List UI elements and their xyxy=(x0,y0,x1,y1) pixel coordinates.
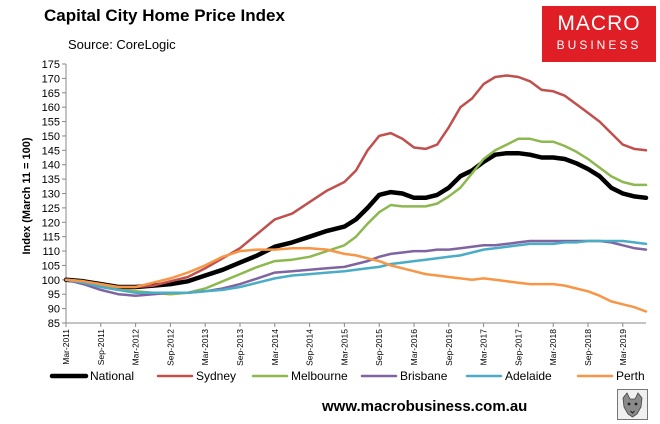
y-tick-label: 160 xyxy=(42,102,60,114)
y-tick-label: 100 xyxy=(42,275,60,287)
y-tick-label: 145 xyxy=(42,145,60,157)
legend-label-melbourne: Melbourne xyxy=(291,369,348,383)
logo-line-1: MACRO xyxy=(557,12,641,35)
chart-axes: 85 90 95 100 105 110 115 120 125 130 135 140 145 150 1… xyxy=(42,59,646,366)
y-axis-label: Index (March 11 = 100) xyxy=(21,137,33,254)
series-line-sydney xyxy=(64,74,648,289)
x-tick-label: Mar-2016 xyxy=(409,329,419,366)
y-tick-label: 170 xyxy=(42,73,60,85)
y-tick-label: 135 xyxy=(42,174,60,186)
x-tick-label: Sep-2014 xyxy=(305,329,315,366)
macro-business-logo[interactable]: MACRO BUSINESS xyxy=(542,6,656,62)
y-tick-label: 165 xyxy=(42,88,60,100)
x-tick-label: Sep-2017 xyxy=(513,329,523,366)
chart-series xyxy=(63,74,649,313)
y-tick-label: 110 xyxy=(42,246,60,258)
x-tick-label: Sep-2018 xyxy=(583,329,593,366)
y-tick-label: 90 xyxy=(48,304,60,316)
x-tick-label: Sep-2012 xyxy=(165,329,175,366)
legend-label-brisbane: Brisbane xyxy=(400,369,448,383)
logo-line-2: BUSINESS xyxy=(556,38,642,52)
wolf-mascot-icon xyxy=(617,389,648,420)
x-tick-label: Mar-2011 xyxy=(61,329,71,365)
chart-source: Source: CoreLogic xyxy=(68,37,176,52)
x-tick-label: Sep-2015 xyxy=(374,329,384,366)
y-tick-label: 120 xyxy=(42,217,60,229)
series-line-adelaide xyxy=(64,239,648,295)
x-tick-label: Mar-2018 xyxy=(548,329,558,366)
series-line-national xyxy=(63,150,649,290)
x-tick-label: Mar-2019 xyxy=(618,329,628,366)
x-tick-label: Sep-2013 xyxy=(235,329,245,366)
y-tick-label: 95 xyxy=(48,289,60,301)
y-tick-label: 105 xyxy=(42,260,60,272)
y-tick-label: 155 xyxy=(42,117,60,129)
x-tick-label: Mar-2015 xyxy=(339,329,349,366)
series-line-perth xyxy=(64,246,648,313)
chart-legend: National Sydney Melbourne Brisbane Adelaide P… xyxy=(49,369,645,383)
x-tick-label: Sep-2016 xyxy=(444,329,454,366)
x-tick-label: Sep-2011 xyxy=(96,329,106,366)
y-tick-label: 175 xyxy=(42,59,60,71)
y-tick-label: 125 xyxy=(42,203,60,215)
y-tick-label: 130 xyxy=(42,189,60,201)
website-url[interactable]: www.macrobusiness.com.au xyxy=(322,398,528,415)
x-tick-label: Mar-2017 xyxy=(479,329,489,366)
chart-title: Capital City Home Price Index xyxy=(44,6,285,25)
y-tick-label: 140 xyxy=(42,160,60,172)
x-tick-label: Mar-2012 xyxy=(131,329,141,366)
legend-label-sydney: Sydney xyxy=(196,369,236,383)
legend-label-adelaide: Adelaide xyxy=(505,369,552,383)
x-tick-label: Mar-2014 xyxy=(270,329,280,366)
y-tick-label: 85 xyxy=(48,318,60,330)
y-tick-label: 150 xyxy=(42,131,60,143)
legend-label-perth: Perth xyxy=(616,369,645,383)
x-tick-label: Mar-2013 xyxy=(200,329,210,366)
y-tick-label: 115 xyxy=(42,232,60,244)
legend-label-national: National xyxy=(90,369,134,383)
